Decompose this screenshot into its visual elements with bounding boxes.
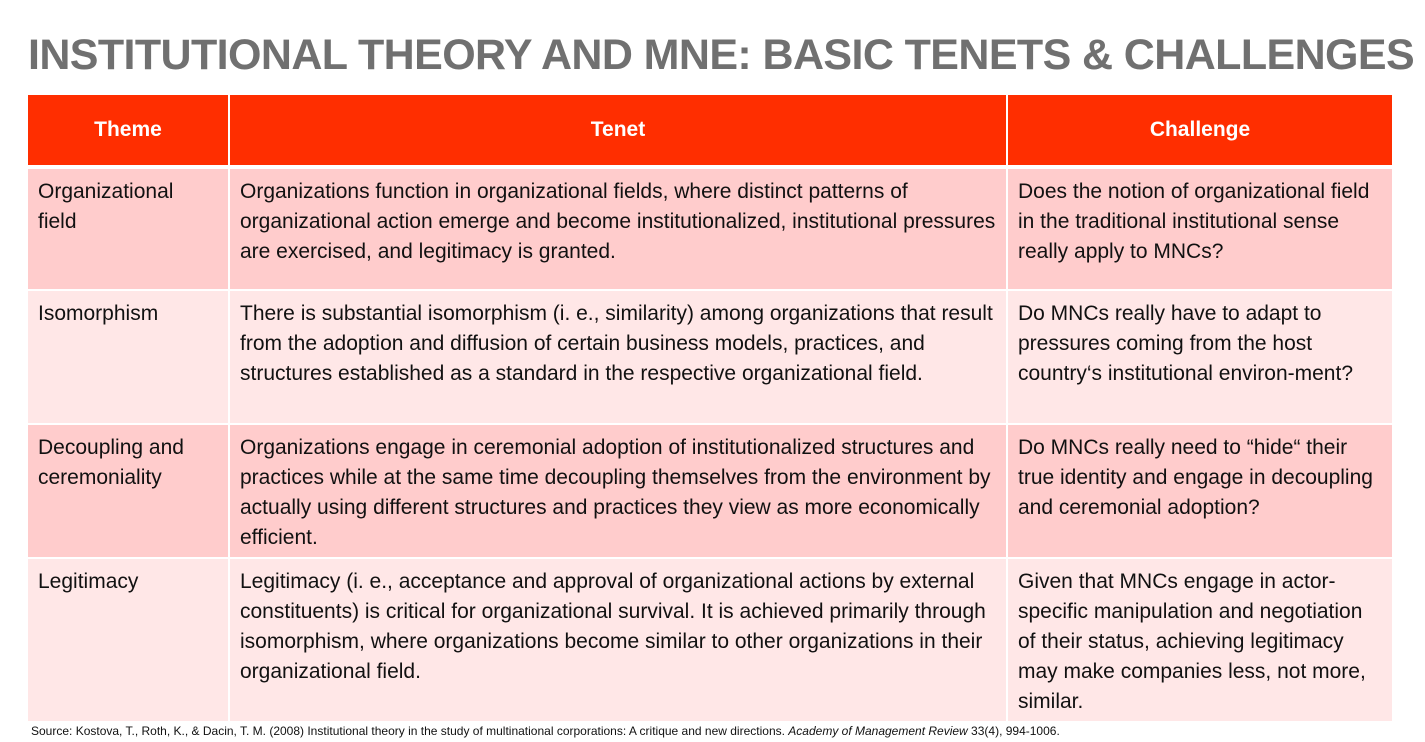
tenet-cell: Organizations engage in ceremonial adopt… bbox=[230, 425, 1008, 559]
challenge-cell: Do MNCs really have to adapt to pressure… bbox=[1008, 291, 1392, 425]
tenet-cell: Legitimacy (i. e., acceptance and approv… bbox=[230, 559, 1008, 723]
source-journal: Academy of Management Review bbox=[788, 724, 968, 738]
source-suffix: 33(4), 994-1006. bbox=[967, 724, 1060, 738]
table-row: Decoupling and ceremoniality Organizatio… bbox=[28, 425, 1392, 559]
source-prefix: Source: Kostova, T., Roth, K., & Dacin, … bbox=[31, 724, 789, 738]
table-header-row: Theme Tenet Challenge bbox=[28, 95, 1392, 169]
table-row: Organizational field Organizations funct… bbox=[28, 169, 1392, 291]
challenge-cell: Given that MNCs engage in actor-specific… bbox=[1008, 559, 1392, 723]
challenge-text: Given that MNCs engage in actor-specific… bbox=[1018, 570, 1366, 713]
challenge-cell: Do MNCs really need to “hide“ their true… bbox=[1008, 425, 1392, 559]
header-theme: Theme bbox=[28, 95, 230, 169]
tenet-text: Organizations engage in ceremonial adopt… bbox=[240, 436, 991, 549]
tenet-text: There is substantial isomorphism (i. e.,… bbox=[240, 302, 993, 385]
tenet-text: Legitimacy (i. e., acceptance and approv… bbox=[240, 570, 986, 683]
table-row: Legitimacy Legitimacy (i. e., acceptance… bbox=[28, 559, 1392, 723]
theme-text: Legitimacy bbox=[38, 570, 139, 593]
theme-text: Decoupling and ceremoniality bbox=[38, 436, 184, 489]
slide-title: INSTITUTIONAL THEORY AND MNE: BASIC TENE… bbox=[28, 31, 1415, 79]
challenge-cell: Does the notion of organizational field … bbox=[1008, 169, 1392, 291]
table-row: Isomorphism There is substantial isomorp… bbox=[28, 291, 1392, 425]
tenet-cell: There is substantial isomorphism (i. e.,… bbox=[230, 291, 1008, 425]
header-challenge: Challenge bbox=[1008, 95, 1392, 169]
tenets-table: Theme Tenet Challenge Organizational fie… bbox=[28, 95, 1392, 723]
source-citation: Source: Kostova, T., Roth, K., & Dacin, … bbox=[31, 722, 1411, 740]
theme-cell: Legitimacy bbox=[28, 559, 230, 723]
theme-text: Isomorphism bbox=[38, 302, 159, 325]
header-tenet: Tenet bbox=[230, 95, 1008, 169]
tenet-cell: Organizations function in organizational… bbox=[230, 169, 1008, 291]
challenge-text: Do MNCs really need to “hide“ their true… bbox=[1018, 436, 1373, 519]
theme-cell: Decoupling and ceremoniality bbox=[28, 425, 230, 559]
theme-cell: Organizational field bbox=[28, 169, 230, 291]
challenge-text: Do MNCs really have to adapt to pressure… bbox=[1018, 302, 1353, 385]
theme-cell: Isomorphism bbox=[28, 291, 230, 425]
theme-text: Organizational field bbox=[38, 180, 174, 233]
tenet-text: Organizations function in organizational… bbox=[240, 180, 996, 263]
challenge-text: Does the notion of organizational field … bbox=[1018, 180, 1370, 263]
